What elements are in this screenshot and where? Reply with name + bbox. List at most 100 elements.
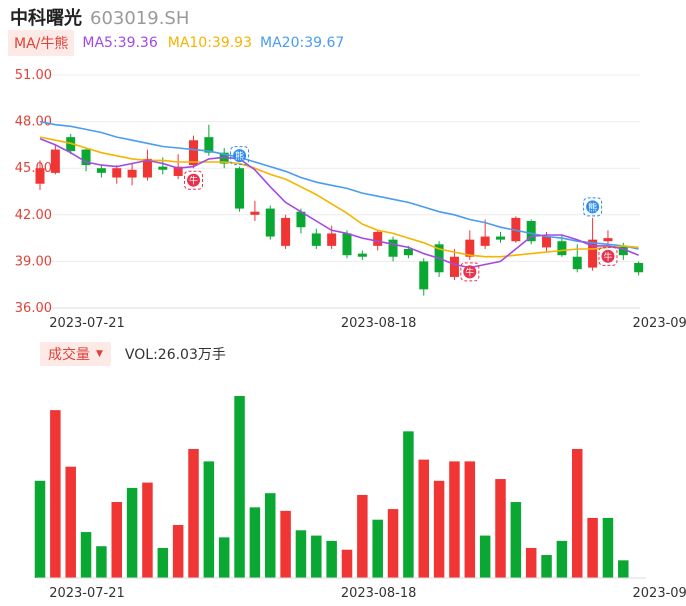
volume-indicator-row: 成交量 ▼ VOL:26.03万手: [40, 342, 226, 366]
candle-body: [281, 217, 291, 246]
candle-body: [127, 169, 137, 178]
x-tick-label: 2023-07-21: [49, 316, 125, 331]
volume-bar: [218, 537, 230, 578]
candle-body: [265, 208, 275, 237]
x-tick-label: 2023-07-21: [49, 586, 125, 601]
marker-dot: [233, 149, 247, 163]
candle-body: [373, 231, 383, 246]
volume-bar: [265, 493, 276, 578]
volume-bar: [157, 547, 169, 578]
candle: [311, 228, 321, 249]
candle: [496, 231, 505, 243]
candle-body: [496, 236, 505, 240]
candle-body: [327, 233, 337, 246]
candle: [112, 165, 122, 184]
candle-body: [465, 239, 475, 257]
candle: [342, 230, 352, 259]
candle: [173, 154, 183, 180]
volume-bar: [65, 466, 76, 578]
volume-bar: [172, 524, 184, 578]
candle-body: [542, 236, 552, 248]
candle: [235, 166, 245, 212]
volume-selector-button[interactable]: 成交量 ▼: [40, 342, 111, 366]
candles: [35, 124, 644, 296]
candle-body: [204, 137, 214, 153]
volume-bar: [234, 396, 245, 578]
marker-label: 牛: [189, 175, 198, 187]
ma-lines: [39, 120, 639, 269]
marker-frame: [230, 146, 250, 166]
candle: [96, 165, 106, 178]
volume-bar: [111, 502, 122, 578]
candle-body: [50, 149, 60, 173]
candle-body: [588, 239, 598, 268]
volume-bar: [280, 510, 291, 578]
candle: [35, 160, 45, 190]
volume-bar: [495, 479, 506, 578]
y-tick-label: 45.00: [15, 161, 52, 176]
candle: [634, 261, 644, 276]
candle: [50, 144, 60, 175]
volume-bar: [510, 502, 522, 578]
marker-frame: [184, 170, 203, 190]
x-tick-label: 2023-09-14: [633, 586, 686, 601]
volume-bar: [464, 461, 476, 578]
marker-label: 熊: [588, 201, 597, 213]
volume-bar: [34, 480, 46, 578]
candle-body: [480, 236, 490, 246]
marker-dot: [187, 173, 200, 187]
candle: [357, 250, 367, 260]
candle: [189, 135, 198, 169]
ma10-line: [39, 136, 639, 258]
stock-name: 中科曙光: [10, 8, 82, 29]
candle: [265, 205, 275, 240]
stock-code: 603019.SH: [90, 8, 190, 29]
candle-body: [403, 248, 413, 256]
volume-value: VOL:26.03万手: [124, 347, 226, 363]
volume-bar: [96, 546, 107, 578]
candle-body: [142, 158, 152, 178]
marker-dot: [463, 265, 477, 279]
candle-body: [311, 233, 321, 246]
volume-bar: [479, 535, 491, 578]
marker-frame: [583, 197, 603, 217]
volume-bar: [326, 540, 337, 578]
candle-body: [419, 261, 429, 290]
marker-frame: [598, 246, 618, 266]
candle-body: [557, 241, 567, 256]
candle-body: [342, 233, 352, 256]
volume-bar: [403, 431, 414, 578]
marker-dot: [586, 200, 600, 214]
volume-bar: [372, 519, 383, 578]
ma5-value: MA5:39.36: [82, 35, 158, 51]
y-tick-label: 51.00: [15, 68, 52, 83]
volume-bar: [541, 555, 552, 578]
volume-bars: [34, 396, 646, 579]
candle: [388, 236, 398, 262]
volume-bar: [433, 480, 445, 578]
ma-selector-button[interactable]: MA/牛熊: [8, 30, 75, 56]
x-tick-label: 2023-09-14: [633, 316, 686, 331]
bear-marker: 熊: [583, 197, 603, 217]
volume-bar: [587, 517, 598, 578]
candle: [81, 148, 91, 172]
volume-bar: [203, 461, 215, 578]
volume-bar: [357, 494, 368, 578]
volume-bar: [311, 535, 322, 578]
bull-marker: 牛: [598, 246, 618, 266]
volume-bar: [387, 509, 399, 578]
candle-body: [81, 149, 91, 166]
ma10-value: MA10:39.93: [167, 35, 253, 51]
candle-body: [250, 211, 260, 215]
marker-dot: [601, 249, 615, 263]
candle-body: [158, 166, 168, 170]
candle-body: [357, 253, 367, 257]
bull-marker: 牛: [460, 262, 480, 282]
candle-body: [618, 245, 628, 256]
marker-label: 牛: [465, 266, 474, 278]
volume-bar: [418, 459, 429, 578]
volume-bar: [188, 449, 199, 578]
marker-label: 牛: [603, 251, 612, 263]
candle-body: [96, 168, 106, 173]
